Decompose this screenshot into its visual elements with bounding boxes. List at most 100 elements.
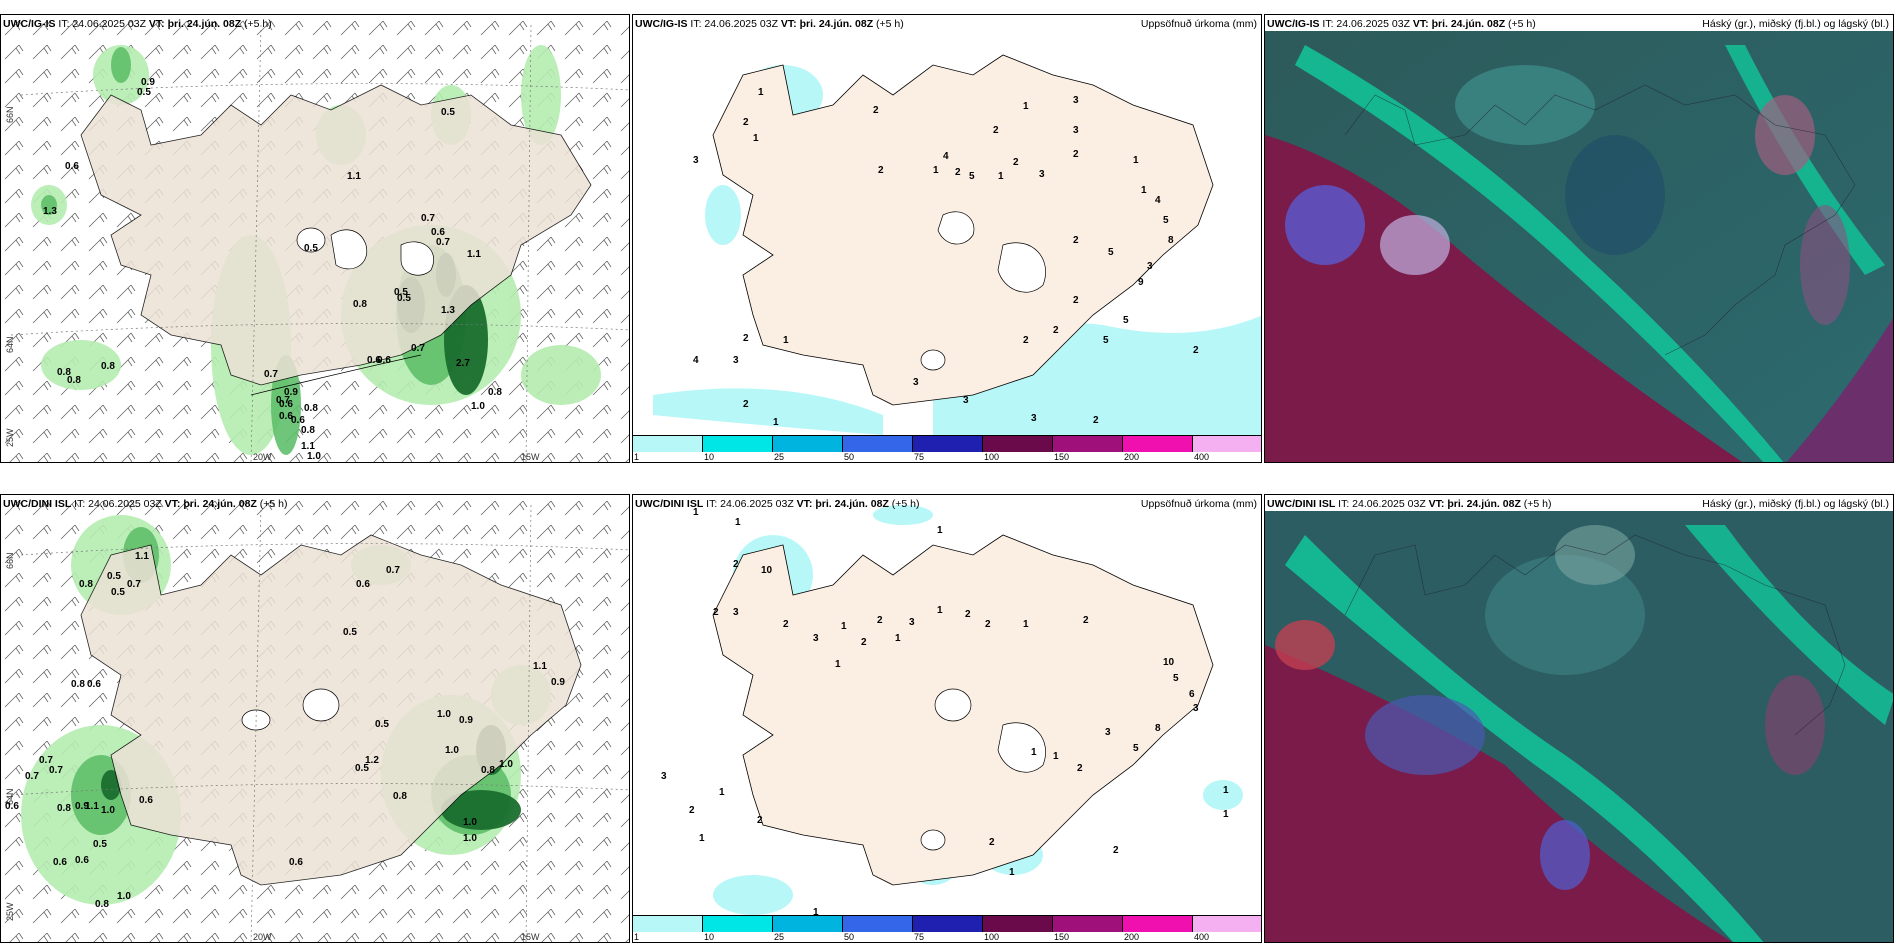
value-label: 0.8 bbox=[353, 299, 367, 310]
lon-label-20: 20W bbox=[253, 932, 272, 942]
value-label: 1 bbox=[1023, 101, 1029, 112]
value-label: 0.5 bbox=[343, 627, 357, 638]
colorbar-segment bbox=[1193, 436, 1261, 452]
value-label: 9 bbox=[1138, 277, 1144, 288]
value-label: 1 bbox=[773, 417, 779, 428]
lon-label-25: 25W bbox=[5, 902, 15, 921]
lat-label-64: 64N bbox=[5, 336, 15, 353]
value-label: 0.6 bbox=[75, 855, 89, 866]
value-label: 0.5 bbox=[107, 571, 121, 582]
value-label: 1.0 bbox=[463, 817, 477, 828]
value-label: 1.1 bbox=[85, 801, 99, 812]
value-label: 0.7 bbox=[411, 343, 425, 354]
value-label: 5 bbox=[1103, 335, 1109, 346]
value-label: 1 bbox=[1031, 747, 1037, 758]
value-label: 2 bbox=[877, 615, 883, 626]
panel-dini-precip: UWC/DINI ISL IT: 24.06.2025 03Z VT: þri.… bbox=[632, 494, 1262, 943]
colorbar-tick: 10 bbox=[704, 932, 715, 942]
value-label: 0.6 bbox=[431, 227, 445, 238]
cloud-map bbox=[1265, 511, 1893, 942]
panel-ig-clouds: UWC/IG-IS IT: 24.06.2025 03Z VT: þri. 24… bbox=[1264, 14, 1894, 463]
value-label: 0.6 bbox=[87, 679, 101, 690]
value-label: 0.8 bbox=[393, 791, 407, 802]
panel-title-right: Háský (gr.), miðský (fj.bl.) og lágský (… bbox=[1702, 498, 1889, 510]
colorbar-tick: 400 bbox=[1194, 932, 1210, 942]
value-label: 2 bbox=[689, 805, 695, 816]
value-label: 0.5 bbox=[397, 293, 411, 304]
value-label: 1.1 bbox=[301, 441, 315, 452]
value-label: 3 bbox=[909, 617, 915, 628]
value-label: 1.0 bbox=[445, 745, 459, 756]
value-label: 0.5 bbox=[111, 587, 125, 598]
value-label: 2 bbox=[985, 619, 991, 630]
panel-title-right: Háský (gr.), miðský (fj.bl.) og lágský (… bbox=[1702, 18, 1889, 30]
colorbar-segment bbox=[983, 916, 1053, 932]
value-label: 0.7 bbox=[421, 213, 435, 224]
value-label: 0.9 bbox=[459, 715, 473, 726]
colorbar-tick: 75 bbox=[914, 452, 925, 462]
colorbar-tick: 25 bbox=[774, 452, 785, 462]
value-label: 0.6 bbox=[53, 857, 67, 868]
value-label: 1.0 bbox=[499, 759, 513, 770]
value-label: 1 bbox=[1133, 155, 1139, 166]
panel-header: UWC/DINI ISL IT: 24.06.2025 03Z VT: þri.… bbox=[635, 498, 920, 510]
value-label: 0.5 bbox=[394, 287, 408, 298]
colorbar-segment bbox=[1053, 916, 1123, 932]
colorbar-tick: 400 bbox=[1194, 452, 1210, 462]
value-label: 4 bbox=[1155, 195, 1161, 206]
value-label: 2 bbox=[743, 333, 749, 344]
colorbar-segment bbox=[633, 436, 703, 452]
value-label: 3 bbox=[693, 155, 699, 166]
value-label: 0.8 bbox=[301, 425, 315, 436]
value-label: 0.7 bbox=[386, 565, 400, 576]
precip-colorbar: 1 10 25 50 75 100 150 200 400 bbox=[633, 915, 1261, 942]
value-label: 2 bbox=[713, 607, 719, 618]
value-label: 0.8 bbox=[95, 899, 109, 910]
value-label: 1.3 bbox=[441, 305, 455, 316]
value-label: 3 bbox=[1031, 413, 1037, 424]
value-label: 1 bbox=[1053, 751, 1059, 762]
value-label: 1.0 bbox=[307, 451, 321, 462]
value-label: 0.9 bbox=[284, 387, 298, 398]
value-label: 5 bbox=[1133, 743, 1139, 754]
value-label: 5 bbox=[1163, 215, 1169, 226]
panel-title-right: Uppsöfnuð úrkoma (mm) bbox=[1140, 18, 1257, 30]
colorbar-tick: 50 bbox=[844, 452, 855, 462]
value-label: 0.5 bbox=[304, 243, 318, 254]
value-label: 0.7 bbox=[39, 755, 53, 766]
value-label: 0.7 bbox=[276, 395, 290, 406]
value-label: 1 bbox=[758, 87, 764, 98]
value-label: 0.5 bbox=[93, 839, 107, 850]
value-label: 5 bbox=[1108, 247, 1114, 258]
colorbar-segment bbox=[703, 916, 773, 932]
colorbar-segment bbox=[913, 436, 983, 452]
value-label: 2 bbox=[989, 837, 995, 848]
value-label: 2 bbox=[1053, 325, 1059, 336]
value-label: 2 bbox=[878, 165, 884, 176]
value-label: 2 bbox=[1023, 335, 1029, 346]
panel-header: UWC/IG-IS IT: 24.06.2025 03Z VT: þri. 24… bbox=[635, 18, 904, 30]
lon-label-25: 25W bbox=[5, 428, 15, 447]
value-label: 3 bbox=[1039, 169, 1045, 180]
colorbar-tick: 1 bbox=[634, 932, 640, 942]
value-label: 2 bbox=[1083, 615, 1089, 626]
value-label: 0.7 bbox=[25, 771, 39, 782]
colorbar-segment bbox=[1053, 436, 1123, 452]
value-label: 0.9 bbox=[551, 677, 565, 688]
value-label: 0.6 bbox=[291, 415, 305, 426]
colorbar-tick: 100 bbox=[984, 452, 1000, 462]
cloud-map bbox=[1265, 31, 1893, 462]
value-label: 0.6 bbox=[279, 399, 293, 410]
value-label: 1.1 bbox=[135, 551, 149, 562]
colorbar-segment bbox=[913, 916, 983, 932]
colorbar-tick: 25 bbox=[774, 932, 785, 942]
value-label: 4 bbox=[943, 151, 949, 162]
value-label: 8 bbox=[1155, 723, 1161, 734]
colorbar-tick: 75 bbox=[914, 932, 925, 942]
lat-label-66: 66N bbox=[5, 106, 15, 123]
value-label: 1 bbox=[1223, 809, 1229, 820]
value-label: 3 bbox=[913, 377, 919, 388]
colorbar-segment bbox=[773, 916, 843, 932]
value-label: 3 bbox=[733, 607, 739, 618]
value-label: 2 bbox=[1113, 845, 1119, 856]
